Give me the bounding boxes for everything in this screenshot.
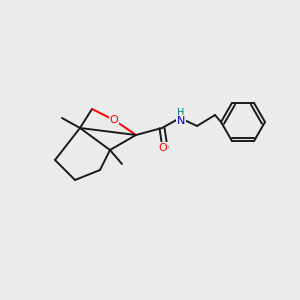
Text: O: O xyxy=(159,143,167,153)
Text: H: H xyxy=(177,108,185,118)
Text: N: N xyxy=(177,116,185,126)
Text: O: O xyxy=(110,115,118,125)
